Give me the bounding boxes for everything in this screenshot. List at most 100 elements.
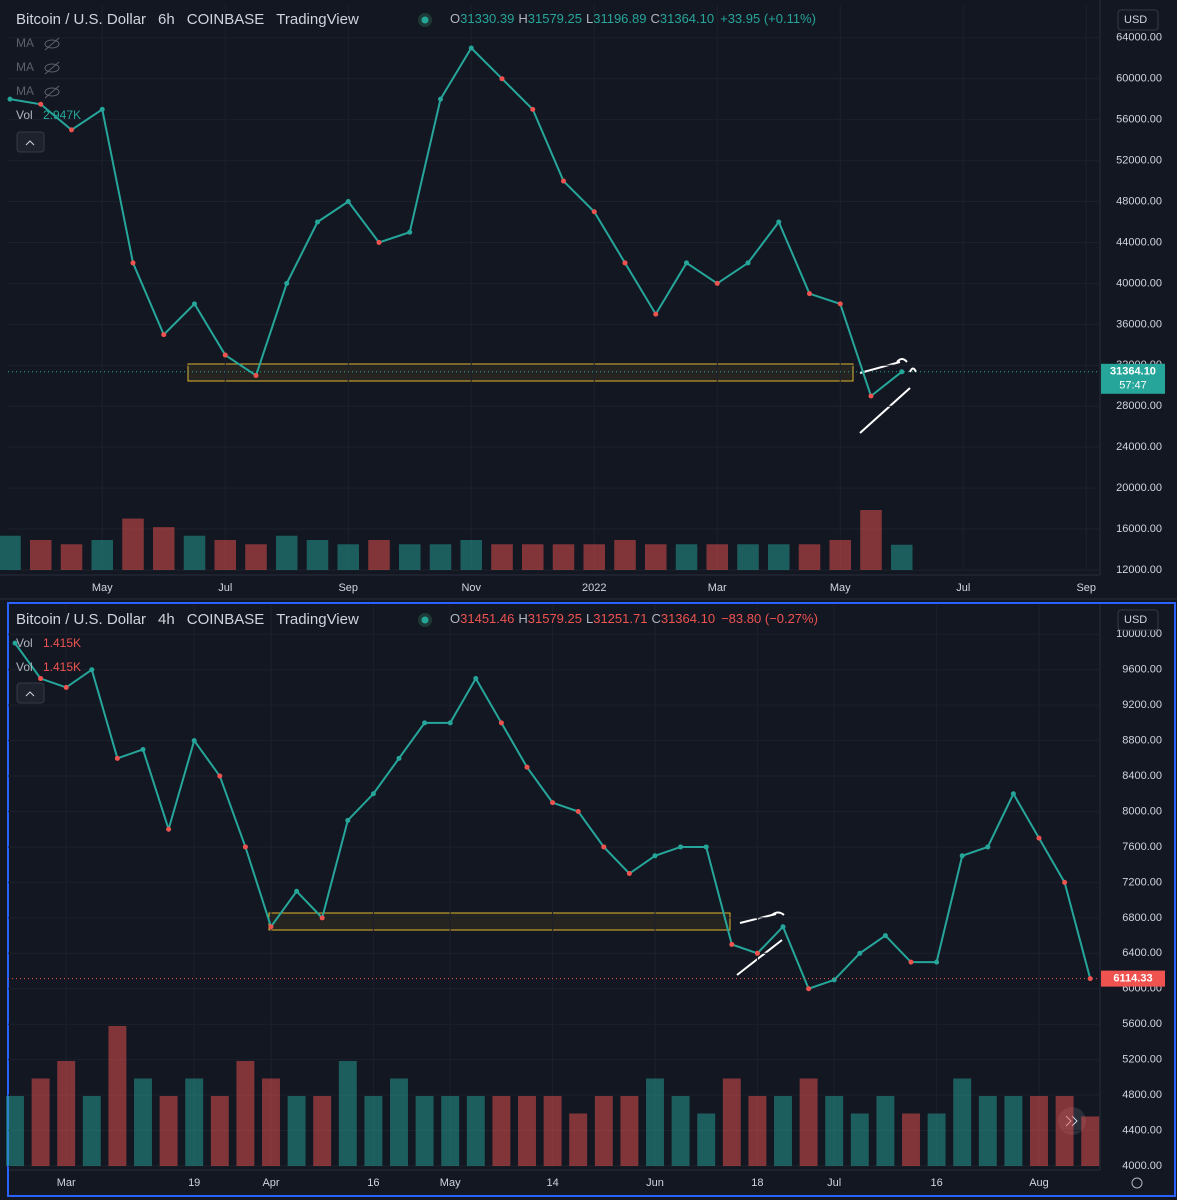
- indicator-name: MA: [16, 36, 34, 50]
- indicator-value: 1.415K: [43, 660, 81, 674]
- y-tick-label: 7600.00: [1122, 841, 1162, 853]
- volume-bar: [460, 540, 483, 570]
- price-point: [438, 96, 443, 102]
- y-tick-label: 5200.00: [1122, 1054, 1162, 1066]
- volume-bar: [368, 540, 390, 570]
- trendline: [859, 387, 911, 434]
- volume-bar: [390, 1078, 408, 1166]
- price-point: [222, 352, 228, 358]
- icon: [25, 691, 35, 697]
- settings-button[interactable]: [1131, 1177, 1143, 1189]
- ohlc-value: 31196.89: [593, 11, 646, 26]
- countdown: 57:47: [1119, 380, 1147, 392]
- last-price-tag: [1101, 970, 1165, 987]
- volume-bar: [902, 1113, 920, 1166]
- volume-bar: [1004, 1096, 1023, 1166]
- header-symbol: Bitcoin / U.S. Dollar: [16, 611, 146, 628]
- price-point: [561, 178, 566, 184]
- volume-bar: [706, 544, 729, 570]
- x-tick-label: Sep: [1076, 582, 1096, 594]
- price-point: [530, 106, 536, 112]
- volume-bar: [890, 544, 913, 570]
- x-tick-label: Jun: [646, 1177, 664, 1189]
- price-point: [837, 301, 843, 307]
- x-tick-label: Apr: [262, 1177, 279, 1189]
- price-point: [38, 676, 44, 682]
- ohlc-label: L: [586, 611, 593, 626]
- currency-button[interactable]: [1117, 609, 1159, 631]
- price-point: [776, 219, 782, 225]
- ohlc-value: 31579.25: [528, 11, 582, 26]
- currency-button[interactable]: [1117, 9, 1159, 31]
- indicator-name: Vol: [16, 660, 33, 674]
- y-tick-label: 52000.00: [1116, 154, 1162, 166]
- price-point: [345, 817, 351, 823]
- volume-bar: [306, 540, 329, 570]
- price-point: [591, 209, 597, 215]
- price-point: [1036, 835, 1042, 841]
- y-tick-label: 8400.00: [1122, 770, 1162, 782]
- volume-bar: [31, 1078, 50, 1166]
- price-point: [575, 808, 581, 814]
- price-point: [1010, 791, 1016, 797]
- volume-bar: [152, 527, 175, 570]
- volume-bar: [620, 1096, 639, 1166]
- y-tick-label: 7200.00: [1122, 876, 1162, 888]
- x-tick-label: Aug: [1029, 1177, 1049, 1189]
- ohlc-label: O: [450, 611, 460, 626]
- volume-bar: [214, 540, 237, 570]
- y-tick-label: 36000.00: [1116, 318, 1162, 330]
- price-point: [653, 311, 659, 317]
- volume-bar: [978, 1096, 997, 1166]
- x-tick-label: May: [440, 1177, 461, 1189]
- volume-bar: [1055, 1096, 1074, 1166]
- x-tick-label: Jul: [218, 582, 232, 594]
- hidden-icon: [44, 39, 60, 49]
- y-tick-label: 6800.00: [1122, 912, 1162, 924]
- ohlc-label: L: [586, 11, 593, 26]
- indicator-value: 1.415K: [43, 636, 81, 650]
- volume-bar: [583, 544, 606, 570]
- hidden-icon: [44, 87, 60, 97]
- x-tick-label: Mar: [708, 582, 727, 594]
- volume-bar: [799, 1078, 818, 1166]
- chart-header: Bitcoin / U.S. Dollar 4h COINBASE TradingVi…: [16, 611, 359, 628]
- price-point: [857, 950, 863, 956]
- x-tick-label: Mar: [57, 1177, 76, 1189]
- price-point: [807, 291, 812, 297]
- volume-bar: [850, 1113, 869, 1166]
- last-price-label: 31364.10: [1110, 366, 1156, 378]
- volume-bar: [364, 1096, 383, 1166]
- ohlc-value: 31330.39: [460, 11, 514, 26]
- price-point: [622, 260, 628, 266]
- volume-bar: [675, 544, 698, 570]
- volume-bar: [91, 540, 114, 570]
- currency: USD: [1124, 14, 1147, 26]
- volume-bar: [429, 544, 452, 570]
- hidden-icon: [44, 63, 60, 73]
- currency: USD: [1124, 614, 1147, 626]
- price-point: [729, 941, 735, 947]
- volume-bar: [774, 1096, 792, 1166]
- volume-bar: [337, 544, 360, 570]
- volume-bar: [829, 540, 852, 570]
- zone: [187, 363, 854, 382]
- price-point: [284, 280, 290, 286]
- last-price-tag: [1101, 363, 1165, 394]
- volume-bar: [466, 1096, 485, 1166]
- price-point: [89, 667, 95, 673]
- price-point: [12, 640, 18, 646]
- header-symbol: Bitcoin / U.S. Dollar: [16, 11, 146, 28]
- price-point: [315, 219, 320, 225]
- price-point: [376, 239, 382, 245]
- price-point: [7, 96, 13, 102]
- trendline: [739, 913, 777, 924]
- last-price-label: 6114.33: [1113, 973, 1152, 985]
- volume-bar: [860, 510, 882, 570]
- volume-bar: [748, 1096, 767, 1166]
- y-tick-label: 9200.00: [1122, 699, 1162, 711]
- volume-bar: [767, 544, 790, 570]
- volume-bar: [697, 1113, 716, 1166]
- header-exchange: COINBASE: [187, 11, 265, 28]
